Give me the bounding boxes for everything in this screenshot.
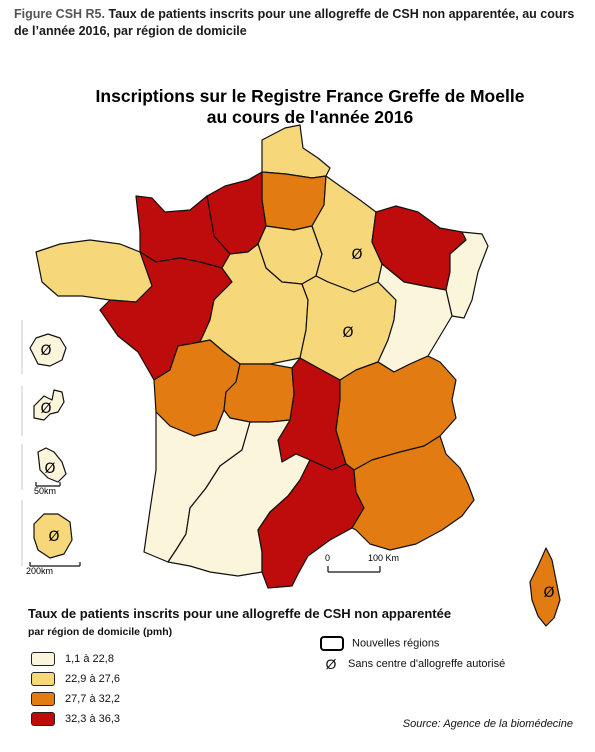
no-center-symbol-icon: Ø	[325, 656, 337, 672]
key-new-regions: Nouvelles régions	[320, 636, 439, 651]
legend-item-3: 27,7 à 32,2	[31, 692, 120, 706]
main-scale-bar	[327, 566, 381, 573]
legend-label-2: 22,9 à 27,6	[65, 672, 121, 685]
no-center-marker-reunion: Ø	[48, 529, 59, 545]
legend-label-4: 32,3 à 36,3	[65, 712, 121, 725]
map-title-line1: Inscriptions sur le Registre France Gref…	[95, 86, 525, 106]
inset-scale-large-label: 200km	[26, 566, 53, 576]
legend-item-1: 1,1 à 22,8	[31, 652, 114, 666]
key-new-regions-label: Nouvelles régions	[352, 637, 440, 650]
legend-swatch-3	[31, 692, 55, 706]
new-region-outline-icon	[320, 636, 344, 651]
key-no-center-label: Sans centre d'allogreffe autorisé	[348, 657, 506, 670]
legend-swatch-1	[31, 652, 55, 666]
legend-label-3: 27,7 à 32,2	[65, 692, 121, 705]
legend-swatch-4	[31, 712, 55, 726]
legend-title: Taux de patients inscrits pour une allog…	[28, 606, 452, 621]
legend-subtitle: par région de domicile (pmh)	[28, 626, 173, 638]
no-center-marker-guyane: Ø	[44, 461, 55, 477]
legend-item-4: 32,3 à 36,3	[31, 712, 120, 726]
region-bretagne	[35, 239, 157, 303]
no-center-markers: Ø Ø Ø Ø Ø Ø Ø	[40, 247, 554, 601]
legend-item-2: 22,9 à 27,6	[31, 672, 120, 686]
inset-scale-bars	[29, 482, 81, 567]
key-no-center: Ø Sans centre d'allogreffe autorisé	[320, 656, 506, 672]
scale-distance-label: 100 Km	[368, 553, 399, 563]
figure-caption-text: Taux de patients inscrits pour une allog…	[14, 7, 575, 38]
region-martinique	[29, 333, 67, 367]
figure-caption: Figure CSH R5. Taux de patients inscrits…	[14, 6, 584, 40]
no-center-marker-bourgogne: Ø	[342, 325, 353, 341]
region-corse	[529, 547, 561, 627]
region-alsace	[445, 231, 489, 319]
region-paca	[351, 435, 475, 551]
no-center-marker-champagne: Ø	[351, 247, 362, 263]
region-guadeloupe	[33, 389, 65, 421]
no-center-marker-guadeloupe: Ø	[40, 401, 51, 417]
map-title-line2: au cours de l'année 2016	[206, 107, 414, 127]
inset-scale-small-label: 50km	[34, 486, 56, 496]
map-title: Inscriptions sur le Registre France Gref…	[50, 86, 570, 128]
no-center-marker-martinique: Ø	[40, 343, 51, 359]
legend-swatch-2	[31, 672, 55, 686]
figure-number: Figure CSH R5.	[14, 7, 105, 21]
source-note: Source: Agence de la biomédecine	[402, 718, 573, 730]
scale-zero-label: 0	[325, 553, 330, 563]
legend-label-1: 1,1 à 22,8	[65, 652, 114, 665]
region-nord	[261, 124, 331, 179]
region-reunion	[33, 513, 73, 559]
no-center-marker-corse: Ø	[543, 585, 554, 601]
region-guyane	[37, 447, 67, 483]
